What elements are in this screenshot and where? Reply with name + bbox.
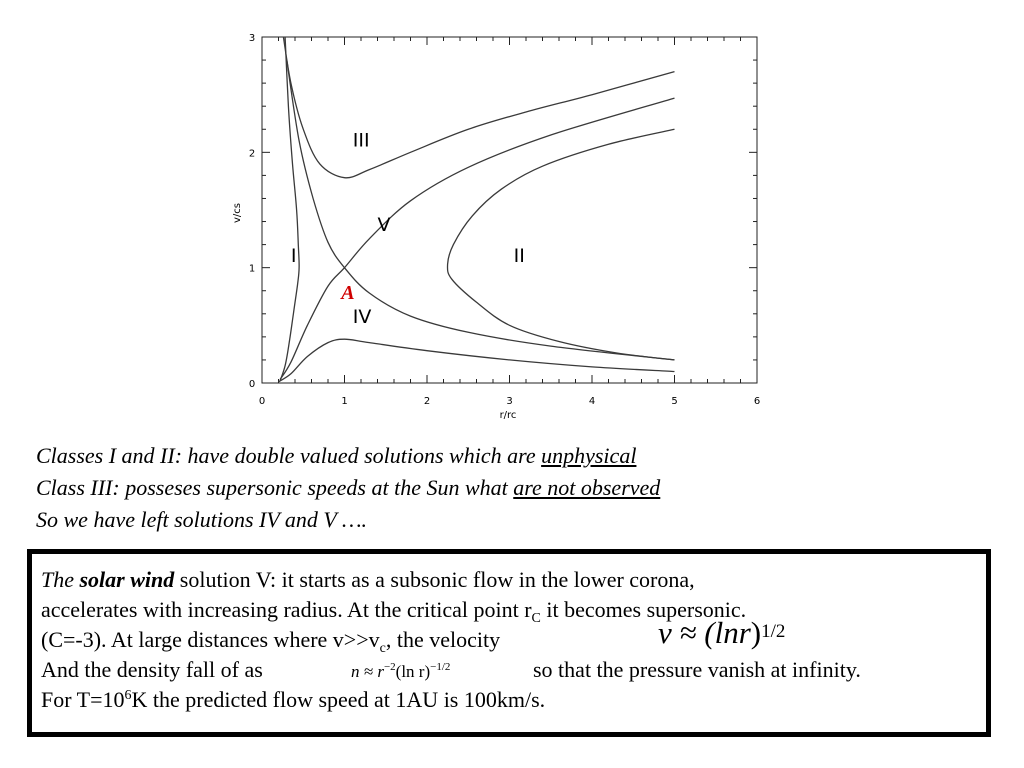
box-line-3: (C=-3). At large distances where v>>vc, … — [41, 615, 786, 656]
box-line-1: The solar wind solution V: it starts as … — [41, 567, 695, 592]
box-line-2: accelerates with increasing radius. At t… — [41, 597, 747, 626]
curve-class-iii — [282, 36, 675, 179]
plot-frame — [261, 36, 758, 384]
curve-separatrix — [286, 60, 675, 361]
y-tick-label: 1 — [249, 264, 255, 275]
x-axis-title: r/rc — [500, 410, 517, 421]
unphysical-underlined: unphysical — [541, 443, 637, 468]
not-observed-underlined: are not observed — [513, 475, 661, 500]
solar-wind-box: The solar wind solution V: it starts as … — [27, 549, 991, 737]
class-notes: Classes I and II: have double valued sol… — [36, 440, 660, 536]
note-line-3: So we have left solutions IV and V …. — [36, 507, 367, 532]
note-line-2: Class III: posseses supersonic speeds at… — [36, 475, 661, 500]
density-equation: n ≈ r−2(ln r)−1/2 — [351, 661, 451, 681]
y-tick-label: 0 — [249, 379, 255, 390]
curve-class-v — [279, 97, 675, 380]
curve-class-i — [279, 36, 300, 381]
class-label-i: I — [291, 245, 297, 267]
class-label-ii: II — [514, 245, 525, 267]
y-tick-label: 3 — [249, 33, 255, 44]
x-tick-label: 2 — [424, 396, 430, 407]
velocity-equation: v ≈ (lnr)1/2 — [658, 615, 786, 650]
x-tick-label: 0 — [259, 396, 265, 407]
critical-point-label: A — [339, 282, 354, 304]
plot-axes: 0 1 2 3 4 5 6 0 1 2 3 — [249, 33, 760, 407]
x-tick-label: 6 — [754, 396, 760, 407]
box-line-4: And the density fall of as n ≈ r−2(ln r)… — [41, 655, 986, 685]
class-label-v: V — [378, 214, 391, 236]
x-tick-label: 1 — [341, 396, 347, 407]
x-tick-label: 5 — [671, 396, 677, 407]
x-tick-label: 3 — [506, 396, 512, 407]
plot-curves — [278, 36, 675, 383]
class-label-iii: III — [353, 130, 370, 152]
note-line-1: Classes I and II: have double valued sol… — [36, 443, 637, 468]
class-label-iv: IV — [353, 306, 372, 328]
y-tick-label: 2 — [249, 148, 255, 159]
box-line-5: For T=106K the predicted flow speed at 1… — [41, 687, 546, 712]
curve-class-ii — [446, 128, 675, 361]
x-tick-label: 4 — [589, 396, 595, 407]
y-axis-title: v/cs — [232, 203, 243, 223]
curve-class-iv — [278, 338, 675, 383]
